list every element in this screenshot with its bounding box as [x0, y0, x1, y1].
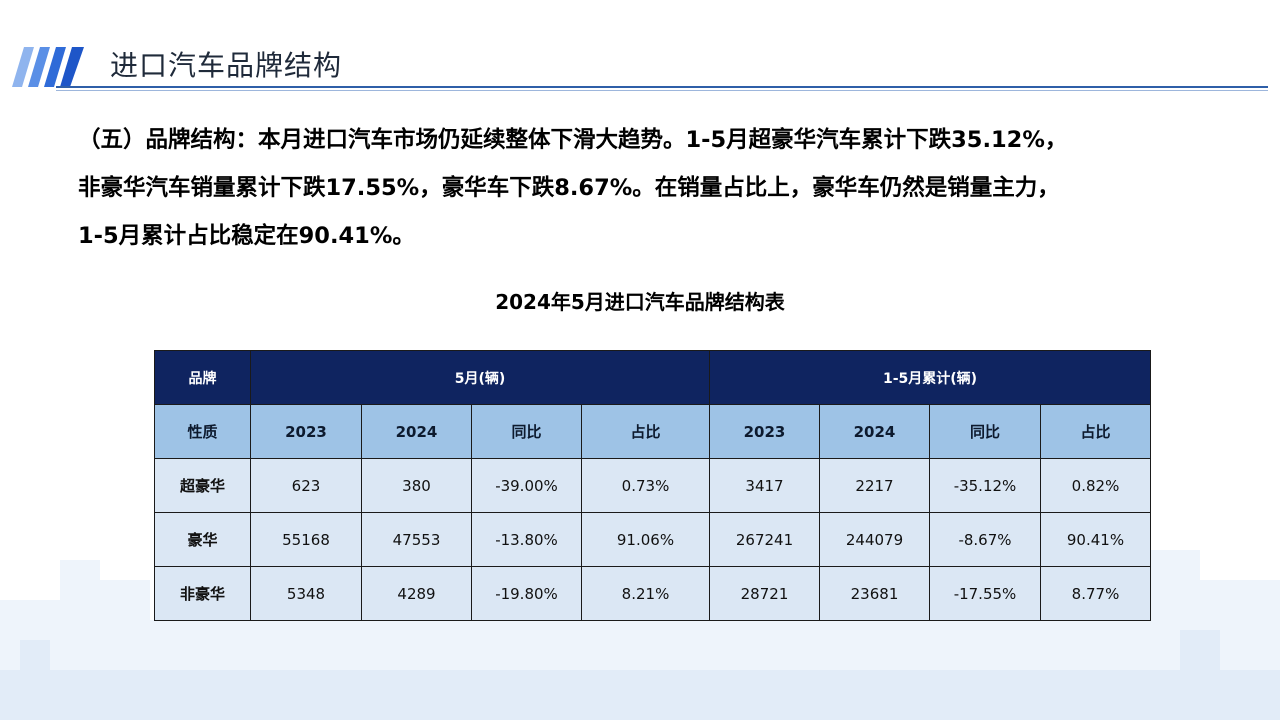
- table-caption: 2024年5月进口汽车品牌结构表: [495, 290, 785, 314]
- table-cell: -35.12%: [929, 458, 1041, 513]
- table-cell: -8.67%: [929, 512, 1041, 567]
- table-cell: 2217: [819, 458, 930, 513]
- col-header: 2024: [819, 404, 930, 459]
- brand-cell: 豪华: [154, 512, 251, 567]
- col-header: 2024: [361, 404, 472, 459]
- table-cell: 5348: [250, 566, 362, 621]
- table-cell: -39.00%: [471, 458, 582, 513]
- table-header-row: 品牌 5月(辆) 1-5月累计(辆): [154, 350, 1151, 405]
- header-nature: 性质: [154, 404, 251, 459]
- col-header: 2023: [250, 404, 362, 459]
- table-cell: 28721: [709, 566, 820, 621]
- summary-line: 非豪华汽车销量累计下跌17.55%，豪华车下跌8.67%。在销量占比上，豪华车仍…: [78, 175, 1060, 201]
- table-cell: 8.77%: [1040, 566, 1151, 621]
- summary-line: （五）品牌结构：本月进口汽车市场仍延续整体下滑大趋势。1-5月超豪华汽车累计下跌…: [78, 127, 1068, 153]
- brand-structure-table: 品牌 5月(辆) 1-5月累计(辆) 性质 2023 2024 同比 占比 20…: [154, 350, 1151, 621]
- header-may-group: 5月(辆): [250, 350, 710, 405]
- table-cell: -19.80%: [471, 566, 582, 621]
- brand-cell: 超豪华: [154, 458, 251, 513]
- col-header: 同比: [929, 404, 1041, 459]
- table-cell: 4289: [361, 566, 472, 621]
- table-cell: 623: [250, 458, 362, 513]
- col-header: 同比: [471, 404, 582, 459]
- summary-line: 1-5月累计占比稳定在90.41%。: [78, 223, 415, 249]
- header-brand: 品牌: [154, 350, 251, 405]
- table-cell: 8.21%: [581, 566, 710, 621]
- table-cell: 380: [361, 458, 472, 513]
- brand-cell: 非豪华: [154, 566, 251, 621]
- table-row: 超豪华 623 380 -39.00% 0.73% 3417 2217 -35.…: [154, 458, 1151, 513]
- table-cell: 91.06%: [581, 512, 710, 567]
- table-row: 豪华 55168 47553 -13.80% 91.06% 267241 244…: [154, 512, 1151, 567]
- table-cell: 55168: [250, 512, 362, 567]
- header-stripes-icon: [12, 47, 84, 87]
- table-cell: 267241: [709, 512, 820, 567]
- table-cell: 3417: [709, 458, 820, 513]
- city-skyline-background: [0, 550, 1280, 720]
- title-divider-thin: [56, 90, 1268, 91]
- header-ytd-group: 1-5月累计(辆): [709, 350, 1151, 405]
- table-cell: -13.80%: [471, 512, 582, 567]
- table-row: 非豪华 5348 4289 -19.80% 8.21% 28721 23681 …: [154, 566, 1151, 621]
- table-cell: 23681: [819, 566, 930, 621]
- table-cell: 47553: [361, 512, 472, 567]
- table-subheader-row: 性质 2023 2024 同比 占比 2023 2024 同比 占比: [154, 404, 1151, 459]
- col-header: 占比: [1040, 404, 1151, 459]
- table-cell: 0.73%: [581, 458, 710, 513]
- table-cell: -17.55%: [929, 566, 1041, 621]
- table-cell: 244079: [819, 512, 930, 567]
- title-divider: [56, 86, 1268, 88]
- col-header: 占比: [581, 404, 710, 459]
- col-header: 2023: [709, 404, 820, 459]
- page-title: 进口汽车品牌结构: [110, 49, 343, 82]
- table-cell: 90.41%: [1040, 512, 1151, 567]
- summary-paragraph: （五）品牌结构：本月进口汽车市场仍延续整体下滑大趋势。1-5月超豪华汽车累计下跌…: [78, 116, 1228, 260]
- table-cell: 0.82%: [1040, 458, 1151, 513]
